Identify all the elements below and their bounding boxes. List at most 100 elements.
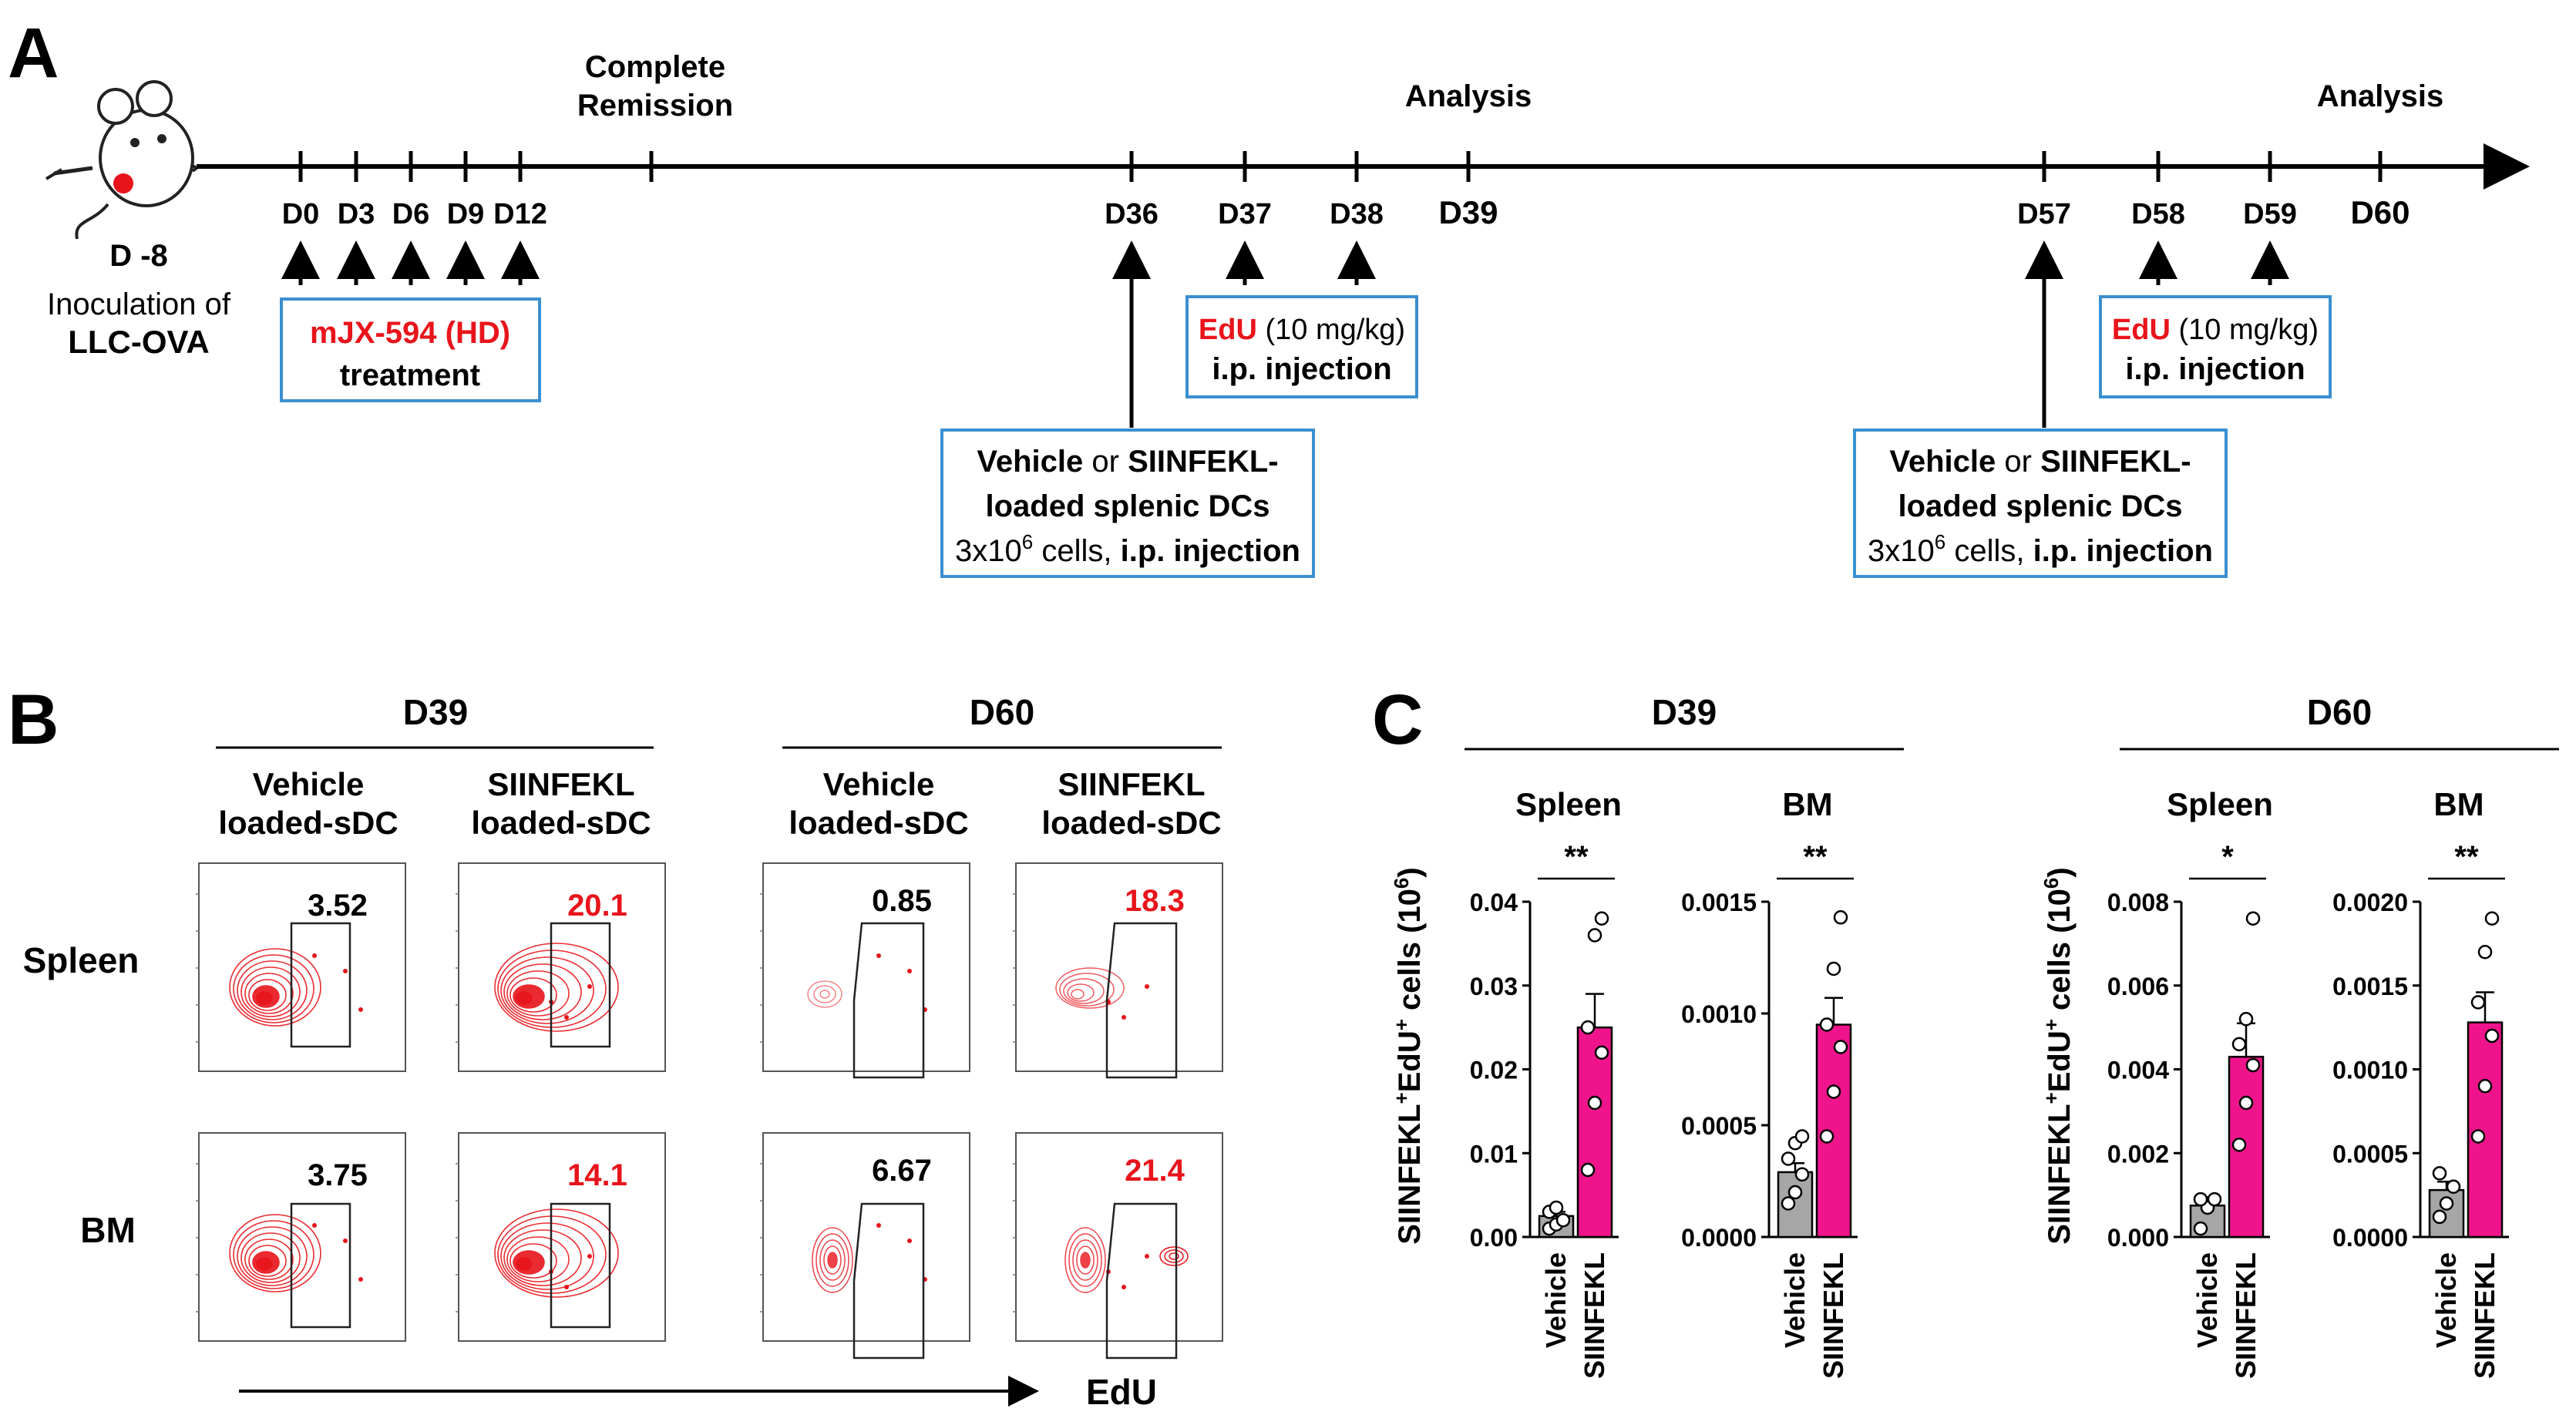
flow-event-dot <box>343 969 348 973</box>
edu-axis-label: EdU <box>1086 1372 1157 1412</box>
y-tick-label: 0.0015 <box>1681 889 1757 916</box>
dc-box-line1: Vehicle or SIINFEKL- <box>1889 445 2191 479</box>
significance-label: ** <box>1564 840 1589 874</box>
edu-label: EdU <box>2112 314 2171 346</box>
flow-contour <box>1067 983 1095 1002</box>
category-label: Vehicle <box>1540 1252 1572 1348</box>
flow-event-dot <box>343 1239 348 1243</box>
y-tick-label: 0.00 <box>1470 1224 1518 1252</box>
flow-contour <box>503 963 582 1020</box>
flow-contour <box>233 954 314 1023</box>
flow-event-dot <box>1122 1015 1126 1020</box>
dc-mid: cells, <box>1033 534 1120 568</box>
data-point <box>2231 1037 2247 1052</box>
dc-cells: 3x10 <box>955 534 1022 568</box>
flow-condition-line1: SIINFEKL <box>487 766 634 802</box>
edu-box-2-line2: i.p. injection <box>2125 352 2305 386</box>
category-label: SIINFEKL <box>1579 1252 1610 1379</box>
flow-contour <box>1072 1239 1098 1281</box>
dc-box-line2: loaded splenic DCs <box>1898 489 2183 523</box>
y-tick-label: 0.0005 <box>2332 1140 2408 1168</box>
data-point <box>1833 910 1848 925</box>
y-tick-label: 0.0010 <box>2332 1057 2408 1084</box>
data-point <box>1555 1213 1571 1228</box>
flow-percentage: 3.75 <box>308 1158 368 1192</box>
flow-plot-frame <box>198 862 406 1072</box>
flow-contour <box>813 985 836 1003</box>
bar-chart-title: BM <box>1782 786 1832 822</box>
data-point <box>2207 1191 2222 1207</box>
y-tick-label: 0.002 <box>2107 1140 2169 1168</box>
flow-contour <box>827 1252 838 1269</box>
flow-contour <box>1080 1252 1091 1269</box>
dc-siinfekl: SIINFEKL- <box>1128 445 1279 479</box>
flow-contour <box>506 1236 570 1282</box>
dc-box-d57: Vehicle or SIINFEKL- loaded splenic DCs … <box>1853 429 2228 578</box>
flow-condition-labels: Vehicleloaded-sDCSIINFEKLloaded-sDCVehic… <box>218 766 1221 841</box>
timeline-ticks <box>298 151 2383 182</box>
category-label: SIINFEKL <box>2469 1252 2500 1379</box>
dc-exp: 6 <box>1022 530 1033 553</box>
bar-chart-d39-bm: BM 0.0000 0.0005 0.0010 0.0015 Vehicle SIINFEK… <box>1681 786 1858 1379</box>
flow-plots: 3.52 20.1 0.85 18.3 3.75 14.1 6.67 21.4 <box>196 862 1223 1360</box>
bar-chart-title: Spleen <box>1515 786 1622 822</box>
flow-contour <box>500 956 594 1024</box>
y-tick-label: 0.0010 <box>1681 1000 1757 1028</box>
flow-plot-frame <box>1015 1132 1223 1342</box>
flow-contour <box>500 1222 594 1290</box>
y-tick-label: 0.0005 <box>1681 1112 1757 1140</box>
flow-contour <box>494 1208 619 1298</box>
data-point <box>1826 961 1841 976</box>
ylabel-close: ) <box>2043 867 2077 877</box>
ylabel-sup: + <box>2040 1092 2063 1104</box>
dc-box-line2: loaded splenic DCs <box>986 489 1270 523</box>
dc-inj: i.p. injection <box>2033 534 2213 568</box>
flow-plot-frame <box>762 1132 970 1342</box>
flow-event-dot <box>564 1015 569 1020</box>
y-tick-label: 0.01 <box>1470 1140 1518 1168</box>
data-point <box>1833 1040 1848 1054</box>
timeline-day-d6: D6 <box>392 198 430 230</box>
data-point <box>2193 1221 2208 1236</box>
flow-contour <box>229 1214 321 1292</box>
flow-plot-bm-1: 14.1 <box>456 1132 666 1342</box>
timeline-day-labels: D0 D3 D6 D9 D12 D36 D37 D38 D39 D57 D58 D59 D60 <box>282 194 2410 230</box>
y-tick-label: 0.004 <box>2107 1057 2169 1084</box>
tissue-label-bm: BM <box>80 1210 136 1250</box>
ylabel-tail: cells (10 <box>1393 889 1427 1019</box>
y-tick-label: 0.0000 <box>2332 1224 2408 1252</box>
significance-label: ** <box>1803 840 1828 874</box>
flow-contour <box>252 1251 280 1274</box>
data-point <box>2446 1179 2461 1194</box>
flow-contour <box>248 979 287 1011</box>
category-label: SIINFEKL <box>2230 1252 2262 1379</box>
flow-event-dot <box>1145 984 1149 989</box>
ylabel-sup: 6 <box>1390 878 1413 889</box>
treatment-box <box>280 297 541 402</box>
data-point <box>2477 945 2493 960</box>
timeline-day-d37: D37 <box>1218 198 1272 230</box>
data-point <box>2477 1079 2493 1094</box>
flow-gate <box>853 922 925 1079</box>
flow-event-dot <box>876 953 881 958</box>
y-tick-label: 0.006 <box>2107 973 2169 1000</box>
timeline-day-d36: D36 <box>1105 198 1159 230</box>
flow-contour <box>252 985 280 1008</box>
y-tick-label: 0.008 <box>2107 889 2169 916</box>
flow-percentage: 18.3 <box>1125 884 1185 918</box>
data-point <box>1594 911 1609 926</box>
dc-exp: 6 <box>1935 530 1945 553</box>
flow-contour <box>1068 1233 1102 1287</box>
dc-vehicle: Vehicle <box>1889 445 1996 479</box>
dc-mid: cells, <box>1945 534 2033 568</box>
chart-ylabel-d39: SIINFEKL+EdU+ cells (106) <box>1390 867 1427 1244</box>
ylabel-tail: cells (10 <box>2043 889 2077 1019</box>
flow-condition-line2: loaded-sDC <box>1041 805 1221 841</box>
flow-event-dot <box>312 1223 317 1228</box>
llc-ova-label: LLC-OVA <box>68 324 210 360</box>
data-point <box>1794 1167 1810 1182</box>
dc-cells: 3x10 <box>1868 534 1935 568</box>
timeline-day-d38: D38 <box>1330 198 1384 230</box>
